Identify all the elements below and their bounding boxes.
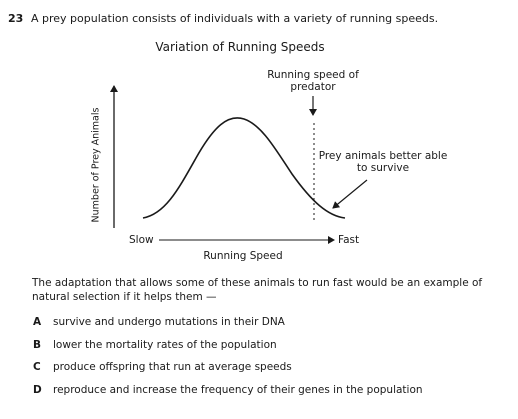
option-b-text: lower the mortality rates of the populat… — [53, 339, 277, 351]
option-a-letter: A — [33, 316, 42, 328]
question-stem: A prey population consists of individual… — [31, 12, 439, 25]
option-c-text: produce offspring that run at average sp… — [53, 361, 292, 373]
option-a-text: survive and undergo mutations in their D… — [53, 316, 285, 328]
prey-survive-label: Prey animals better able to survive — [318, 150, 448, 174]
y-axis-label: Number of Prey Animals — [90, 107, 102, 223]
figure-title: Variation of Running Speeds — [155, 40, 325, 54]
option-d-letter: D — [33, 384, 42, 396]
option-b-letter: B — [33, 339, 42, 351]
x-axis-label: Running Speed — [203, 250, 283, 262]
bell-curve — [142, 117, 346, 219]
predator-label: Running speed of predator — [267, 69, 359, 93]
prey-arrow — [332, 179, 368, 209]
x-axis-slow-label: Slow — [129, 234, 154, 246]
question-prompt: The adaptation that allows some of these… — [32, 277, 483, 303]
option-d-text: reproduce and increase the frequency of … — [53, 384, 423, 396]
question-number: 23 — [8, 12, 24, 25]
option-c-letter: C — [33, 361, 41, 373]
x-axis-fast-label: Fast — [338, 234, 360, 246]
